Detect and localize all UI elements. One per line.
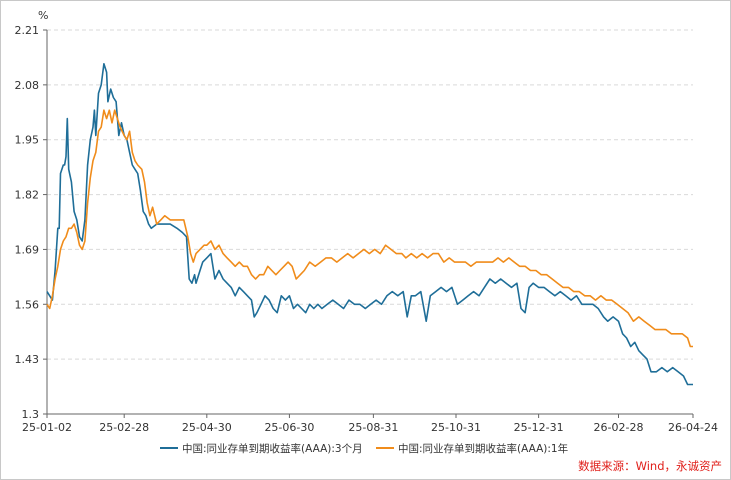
x-tick-label: 25-08-31 xyxy=(348,421,398,434)
legend-label-1y: 中国:同业存单到期收益率(AAA):1年 xyxy=(398,442,568,455)
y-tick-label: 2.08 xyxy=(15,79,40,92)
axes: % xyxy=(38,9,693,415)
series-line-3m xyxy=(46,63,693,386)
y-tick-label: 1.3 xyxy=(22,408,40,421)
x-tick-label: 25-12-31 xyxy=(514,421,564,434)
y-tick-label: 1.82 xyxy=(15,189,40,202)
y-tick-label: 1.56 xyxy=(15,298,40,311)
x-tick-label: 25-10-31 xyxy=(431,421,481,434)
y-tick-label: 1.69 xyxy=(15,243,40,256)
legend: 中国:同业存单到期收益率(AAA):3个月 中国:同业存单到期收益率(AAA):… xyxy=(160,442,568,455)
x-tick-label: 25-02-28 xyxy=(99,421,149,434)
legend-label-3m: 中国:同业存单到期收益率(AAA):3个月 xyxy=(182,442,363,455)
y-axis-ticks: 2.21 2.08 1.95 1.82 1.69 1.56 1.43 1.3 xyxy=(15,24,47,421)
series-lines xyxy=(46,63,693,386)
x-tick-label: 26-02-28 xyxy=(594,421,644,434)
x-axis-ticks: 25-01-02 25-02-28 25-04-30 25-06-30 25-08-31… xyxy=(22,414,718,434)
y-tick-label: 1.95 xyxy=(15,134,40,147)
source-note: 数据来源：Wind，永诚资产 xyxy=(578,459,722,473)
y-tick-label: 2.21 xyxy=(15,24,40,37)
series-line-1y xyxy=(46,109,693,348)
gridlines xyxy=(47,29,693,360)
x-tick-label: 26-04-24 xyxy=(668,421,718,434)
y-tick-label: 1.43 xyxy=(15,353,40,366)
y-axis-unit-label: % xyxy=(38,9,48,22)
x-tick-label: 25-06-30 xyxy=(264,421,314,434)
x-tick-label: 25-01-02 xyxy=(22,421,72,434)
x-tick-label: 25-04-30 xyxy=(182,421,232,434)
